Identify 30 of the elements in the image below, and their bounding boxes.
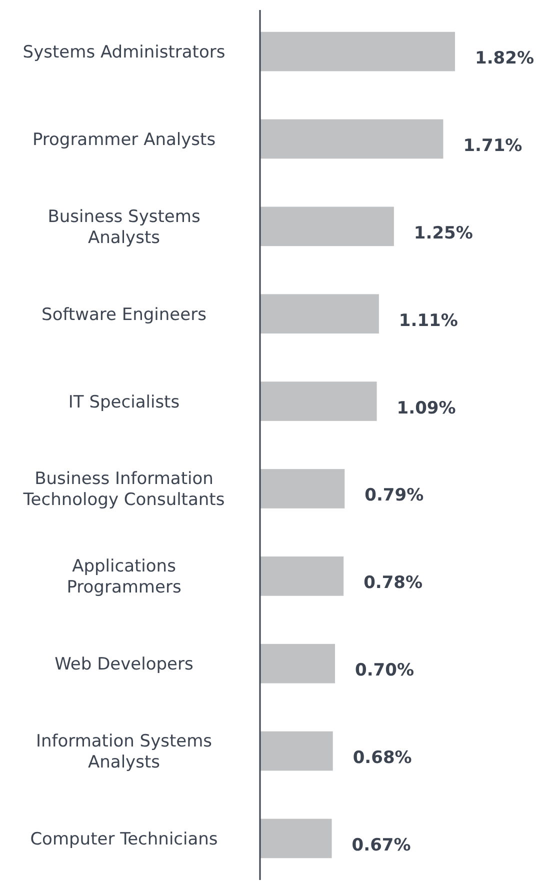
bar <box>260 294 379 334</box>
y-tick-label: Business Systems Analysts <box>48 206 200 248</box>
bar <box>260 469 345 508</box>
bar <box>260 382 377 421</box>
data-label: 0.68% <box>352 748 412 768</box>
data-label: 1.82% <box>475 48 534 69</box>
y-tick-label: Business Information Technology Consultants <box>22 469 225 510</box>
bar <box>260 731 333 771</box>
y-tick-label: Computer Technicians <box>30 829 218 850</box>
bar <box>260 644 335 684</box>
bar <box>260 556 344 596</box>
bar <box>260 818 332 858</box>
data-label: 0.67% <box>352 835 411 856</box>
y-tick-label: Systems Administrators <box>22 42 226 63</box>
y-tick-label: Information Systems Analysts <box>36 732 212 773</box>
bar <box>260 32 455 72</box>
data-label: 0.70% <box>355 660 414 681</box>
y-tick-label: Programmer Analysts <box>32 130 216 150</box>
y-tick-label: Applications Programmers <box>66 556 182 598</box>
data-label: 1.09% <box>396 398 456 418</box>
data-label: 1.11% <box>398 310 458 331</box>
y-tick-label: Software Engineers <box>42 304 207 325</box>
bar <box>260 206 394 246</box>
data-label: 0.79% <box>364 486 424 506</box>
data-label: 0.78% <box>364 573 423 594</box>
bar <box>260 119 444 159</box>
data-label: 1.25% <box>414 223 473 244</box>
y-tick-label: Web Developers <box>54 654 194 675</box>
data-label: 1.71% <box>463 136 522 156</box>
y-tick-label: IT Specialists <box>68 392 180 412</box>
